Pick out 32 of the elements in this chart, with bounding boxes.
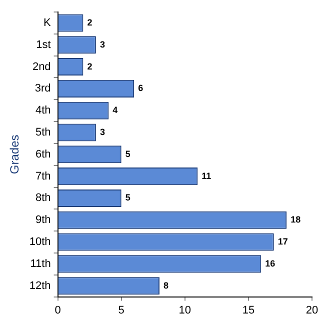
y-tick-label: 10th	[29, 236, 51, 248]
data-label: 17	[278, 236, 288, 247]
y-tick-label: 9th	[36, 214, 51, 226]
y-tick-label: 12th	[29, 280, 51, 292]
y-tick-label: 6th	[36, 148, 51, 160]
data-label: 8	[163, 280, 168, 290]
data-label: 3	[100, 126, 105, 137]
y-tick-label: 3rd	[34, 82, 51, 95]
y-axis-title: Grades	[8, 134, 22, 174]
data-label: 5	[125, 148, 130, 159]
y-tick-label: 8th	[36, 192, 51, 204]
x-tick-label: 10	[178, 304, 192, 316]
y-tick-label: 5th	[36, 126, 51, 139]
y-tick-label: 2nd	[32, 60, 51, 73]
y-tick-label: 11th	[30, 258, 51, 270]
x-tick-label: 0	[54, 304, 61, 316]
data-label: 2	[87, 61, 92, 72]
y-tick-label: 7th	[36, 170, 51, 182]
y-tick-label: 1st	[36, 38, 51, 51]
data-label: 5	[125, 192, 130, 203]
y-tick-label: K	[43, 16, 52, 29]
data-label: 6	[138, 83, 144, 94]
data-label: 11	[202, 170, 212, 181]
x-tick-label: 5	[118, 304, 124, 316]
data-label: 4	[112, 105, 118, 116]
data-label: 2	[87, 17, 92, 28]
y-tick-label: 4th	[36, 104, 51, 117]
x-tick-label: 15	[242, 304, 255, 316]
data-label: 18	[290, 214, 301, 225]
data-label: 3	[100, 39, 105, 50]
x-tick-label: 20	[306, 304, 318, 316]
data-label: 16	[265, 258, 276, 268]
